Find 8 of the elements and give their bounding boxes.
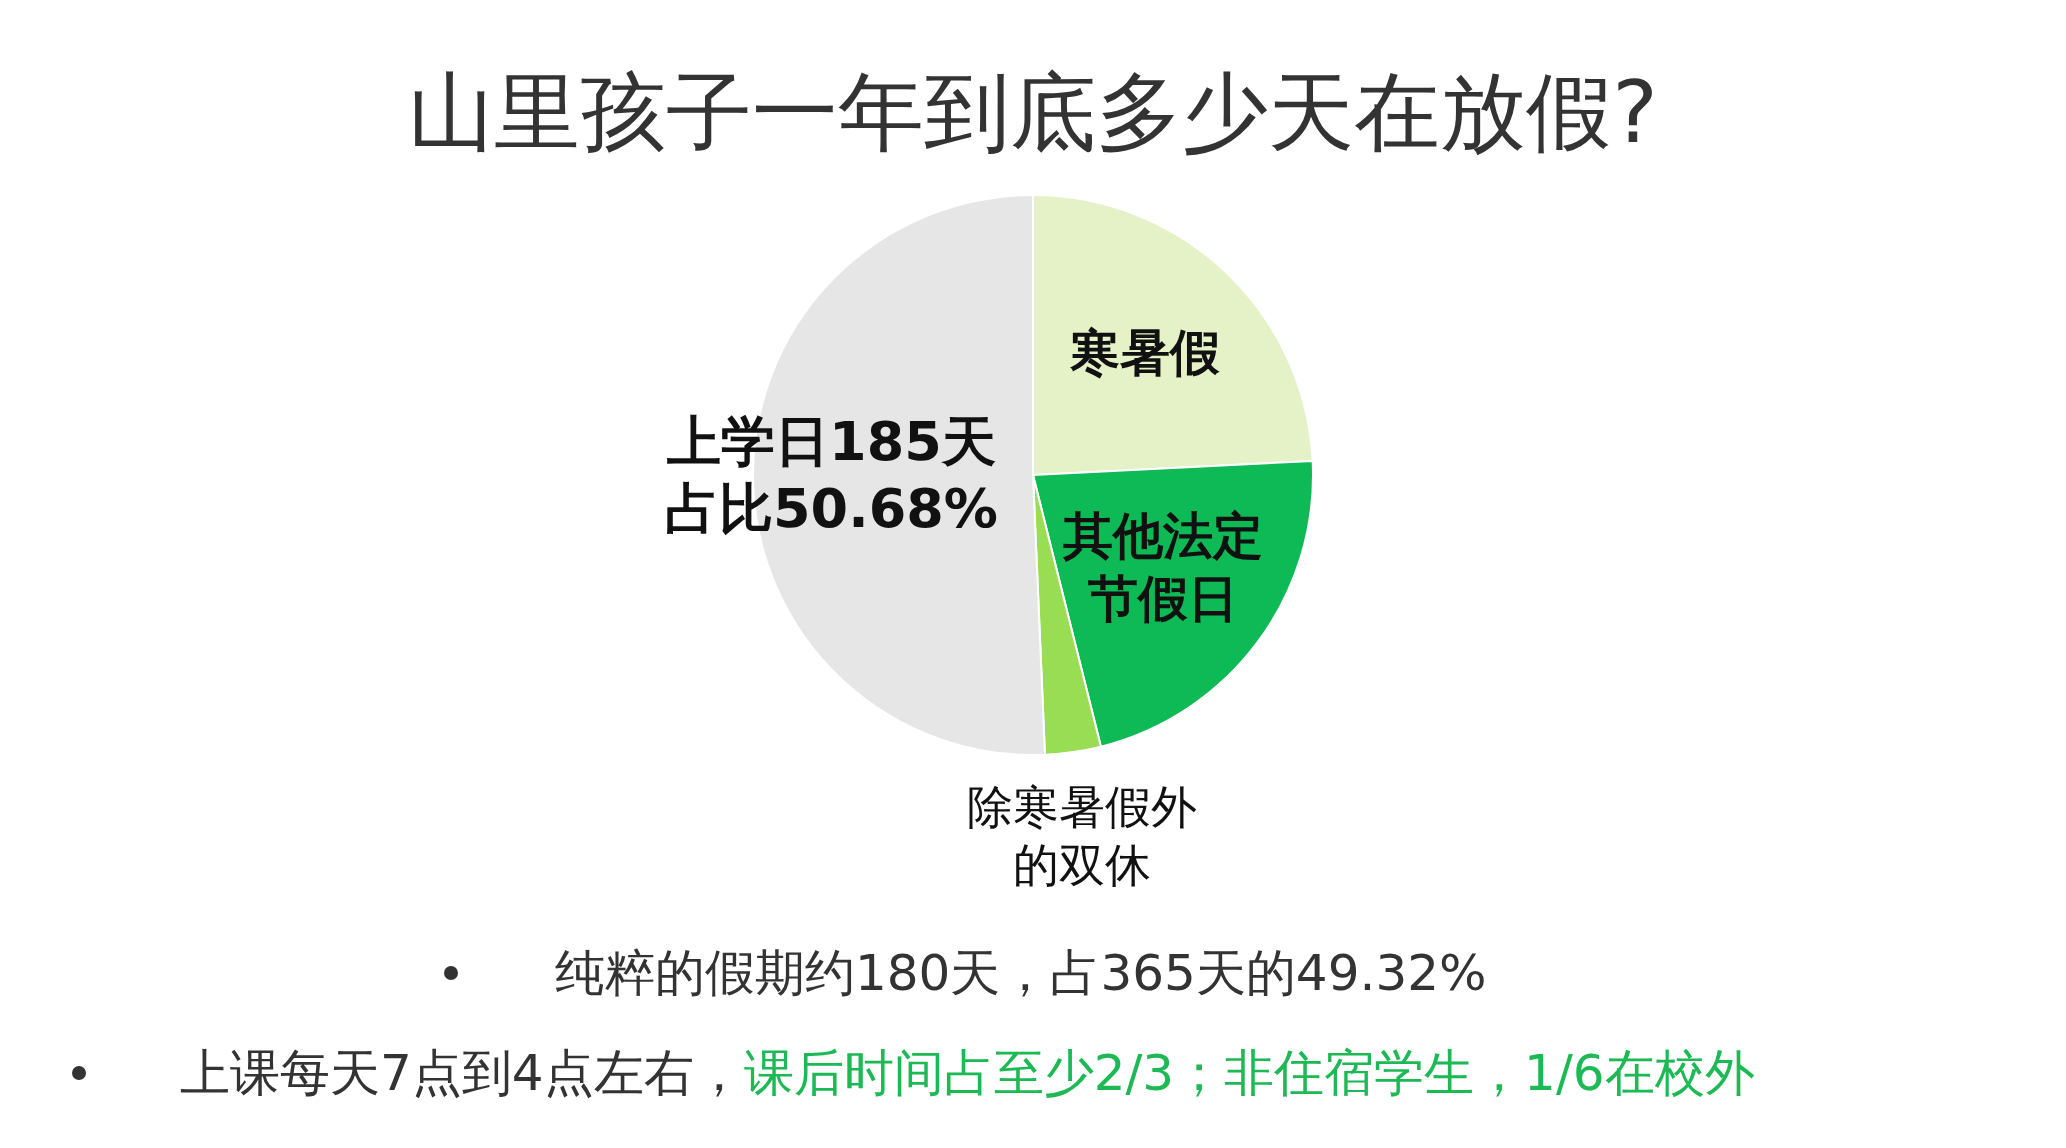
slice-label: 其他法定节假日 (1062, 507, 1264, 628)
text: 课后时间占至少2/3；非住宿学生，1/6在校外 (743, 1044, 1755, 1102)
chart-title: 山里孩子一年到底多少天在放假? (407, 61, 1659, 164)
text: 上课每天7点到4点左右， (180, 1044, 744, 1102)
text: 纯粹的假期约180天，占365天的49.32% (555, 943, 1487, 1004)
slice-label: 寒暑假 (1069, 324, 1220, 383)
slice-label: 上学日185天占比50.68% (664, 409, 998, 541)
slice-label: 除寒暑假外的双休 (966, 780, 1197, 892)
